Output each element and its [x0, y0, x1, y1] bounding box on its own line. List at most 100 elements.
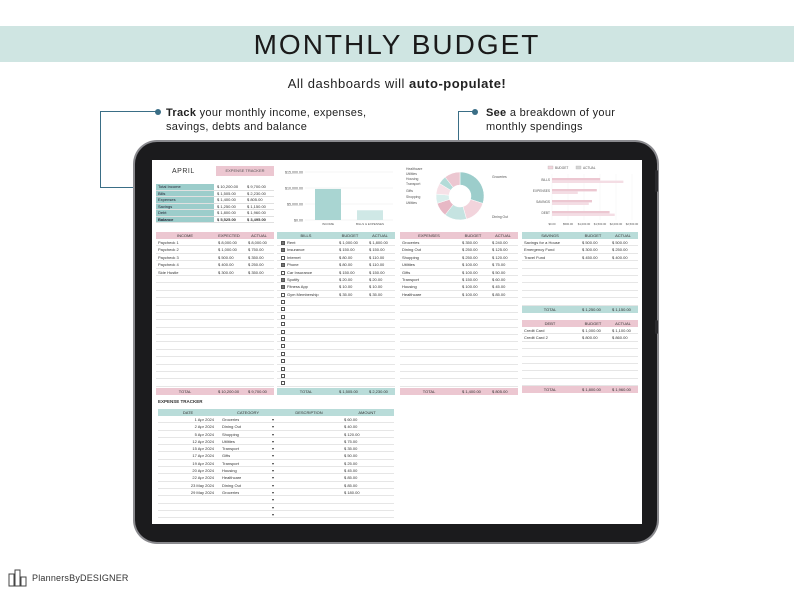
bill-paid-checkbox[interactable]: [281, 285, 285, 290]
dropdown-arrow-icon[interactable]: ▾: [271, 460, 274, 466]
tracker-date[interactable]: 22 Apr 2024: [192, 475, 214, 481]
panel-cell[interactable]: [277, 372, 335, 378]
bill-paid-checkbox[interactable]: [281, 329, 285, 334]
bill-paid-checkbox[interactable]: [281, 292, 285, 297]
tracker-amount[interactable]: $ 45.00: [344, 468, 358, 474]
tracker-category[interactable]: ▾: [218, 496, 278, 502]
bill-paid-checkbox[interactable]: [281, 255, 285, 260]
bill-paid-checkbox[interactable]: [281, 270, 285, 275]
tracker-category[interactable]: Utilities ▾: [218, 438, 278, 444]
panel-cell[interactable]: Phone: [277, 261, 335, 267]
tracker-amount[interactable]: $ 50.00: [344, 453, 358, 459]
tracker-amount[interactable]: $ 40.00: [344, 424, 358, 430]
panel-cell[interactable]: Internet: [277, 254, 335, 260]
panel-cell[interactable]: Fitness App: [277, 283, 335, 289]
dropdown-arrow-icon[interactable]: ▾: [271, 446, 274, 452]
tracker-amount[interactable]: $ 180.00: [344, 489, 360, 495]
dropdown-arrow-icon[interactable]: ▾: [271, 424, 274, 430]
tracker-category[interactable]: ▾: [218, 511, 278, 517]
panel-cell[interactable]: [277, 306, 335, 312]
bill-paid-checkbox[interactable]: [281, 366, 285, 371]
bill-paid-checkbox[interactable]: [281, 307, 285, 312]
tracker-category[interactable]: Groceries ▾: [218, 416, 278, 422]
bill-paid-checkbox[interactable]: [281, 240, 285, 245]
tracker-description[interactable]: [278, 467, 340, 473]
tracker-category[interactable]: Transport ▾: [218, 460, 278, 466]
panel-cell[interactable]: [277, 335, 335, 342]
panel-cell[interactable]: [277, 320, 335, 327]
tracker-amount[interactable]: $ 85.00: [344, 482, 358, 488]
tracker-amount[interactable]: [340, 504, 394, 510]
tracker-category[interactable]: Gifts ▾: [218, 452, 278, 458]
tracker-date[interactable]: 15 Apr 2024: [192, 446, 214, 452]
tracker-category[interactable]: Dining Out ▾: [218, 423, 278, 429]
panel-cell[interactable]: [277, 328, 335, 334]
tracker-amount[interactable]: $ 25.00: [344, 460, 358, 466]
tracker-description[interactable]: [278, 431, 340, 437]
tracker-description[interactable]: [278, 416, 340, 422]
panel-cell[interactable]: [277, 342, 335, 349]
dropdown-arrow-icon[interactable]: ▾: [271, 475, 274, 481]
tracker-date[interactable]: 23 May 2024: [190, 482, 214, 488]
panel-cell[interactable]: [277, 357, 335, 364]
tracker-date[interactable]: 12 Apr 2024: [192, 438, 214, 444]
bill-paid-checkbox[interactable]: [281, 314, 285, 319]
tracker-category[interactable]: Shopping ▾: [218, 431, 278, 437]
tracker-description[interactable]: [278, 423, 340, 429]
tracker-description[interactable]: [278, 496, 340, 502]
tracker-description[interactable]: [278, 482, 340, 488]
bill-paid-checkbox[interactable]: [281, 277, 285, 282]
bill-paid-checkbox[interactable]: [281, 381, 285, 386]
tracker-date[interactable]: [158, 496, 218, 502]
dropdown-arrow-icon[interactable]: ▾: [271, 431, 274, 437]
tracker-description[interactable]: [278, 460, 340, 466]
tracker-category[interactable]: Housing ▾: [218, 467, 278, 473]
tracker-amount[interactable]: $ 120.00: [344, 431, 360, 437]
tracker-category[interactable]: Transport ▾: [218, 445, 278, 451]
tracker-description[interactable]: [278, 438, 340, 444]
tracker-description[interactable]: [278, 474, 340, 480]
tracker-date[interactable]: 5 Apr 2024: [194, 431, 214, 437]
tracker-date[interactable]: [158, 504, 218, 510]
tracker-category[interactable]: Healthcare ▾: [218, 474, 278, 480]
panel-cell[interactable]: [277, 350, 335, 356]
panel-cell[interactable]: Gym Membership: [277, 291, 335, 297]
bill-paid-checkbox[interactable]: [281, 322, 285, 327]
bill-paid-checkbox[interactable]: [281, 337, 285, 342]
tracker-description[interactable]: [278, 489, 340, 495]
panel-cell[interactable]: [277, 313, 335, 319]
tracker-amount[interactable]: [340, 511, 394, 517]
panel-cell[interactable]: Insurance: [277, 246, 335, 252]
dropdown-arrow-icon[interactable]: ▾: [271, 504, 274, 510]
tracker-amount[interactable]: $ 75.00: [344, 438, 358, 444]
tracker-date[interactable]: 19 Apr 2024: [192, 460, 214, 466]
tracker-amount[interactable]: $ 85.00: [344, 475, 358, 481]
tracker-date[interactable]: 29 May 2024: [190, 489, 214, 495]
panel-cell[interactable]: [277, 298, 335, 305]
tracker-amount[interactable]: $ 35.00: [344, 446, 358, 452]
panel-cell[interactable]: [277, 365, 335, 371]
tracker-category[interactable]: Dining Out ▾: [218, 482, 278, 488]
dropdown-arrow-icon[interactable]: ▾: [271, 489, 274, 495]
panel-cell[interactable]: Rent: [277, 239, 335, 245]
tracker-date[interactable]: [158, 511, 218, 517]
bill-paid-checkbox[interactable]: [281, 351, 285, 356]
bill-paid-checkbox[interactable]: [281, 344, 285, 349]
bill-paid-checkbox[interactable]: [281, 373, 285, 378]
panel-cell[interactable]: [277, 379, 335, 386]
tracker-description[interactable]: [278, 452, 340, 458]
tracker-description[interactable]: [278, 445, 340, 451]
dropdown-arrow-icon[interactable]: ▾: [271, 482, 274, 488]
bill-paid-checkbox[interactable]: [281, 359, 285, 364]
tracker-date[interactable]: 2 Apr 2024: [194, 424, 214, 430]
tracker-description[interactable]: [278, 511, 340, 517]
tracker-amount[interactable]: [340, 496, 394, 502]
expense-tracker-tab[interactable]: EXPENSE TRACKER: [216, 166, 274, 176]
bill-paid-checkbox[interactable]: [281, 248, 285, 253]
bill-paid-checkbox[interactable]: [281, 300, 285, 305]
dropdown-arrow-icon[interactable]: ▾: [271, 417, 274, 422]
tracker-category[interactable]: Groceries ▾: [218, 489, 278, 495]
dropdown-arrow-icon[interactable]: ▾: [271, 438, 274, 444]
tracker-date[interactable]: 20 Apr 2024: [192, 468, 214, 474]
dropdown-arrow-icon[interactable]: ▾: [271, 453, 274, 459]
